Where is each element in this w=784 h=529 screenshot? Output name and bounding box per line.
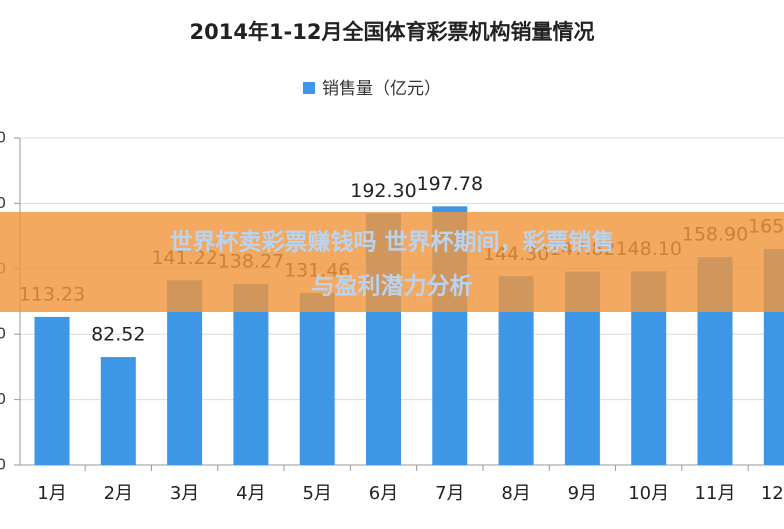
data-label: 82.52 — [91, 324, 145, 346]
x-tick-label: 7月 — [435, 483, 464, 504]
y-tick-label: 250 — [0, 129, 6, 147]
x-tick-label: 3月 — [170, 483, 199, 504]
y-tick-label: 0 — [0, 456, 6, 474]
x-tick-label: 11月 — [695, 483, 736, 504]
legend-label: 销售量（亿元） — [322, 79, 441, 99]
x-tick-label: 9月 — [568, 483, 597, 504]
data-label: 192.30 — [350, 180, 416, 202]
banner-background — [0, 212, 784, 312]
legend-swatch — [303, 82, 315, 94]
banner-line: 世界杯卖彩票赚钱吗 世界杯期间，彩票销售 — [169, 229, 614, 256]
x-tick-label: 8月 — [501, 483, 530, 504]
x-tick-label: 10月 — [628, 483, 669, 504]
banner: 世界杯卖彩票赚钱吗 世界杯期间，彩票销售 与盈利潜力分析 — [0, 212, 784, 312]
data-label: 197.78 — [417, 173, 483, 195]
bar — [233, 284, 269, 465]
bar — [299, 293, 335, 465]
bar — [100, 357, 136, 465]
x-tick-label: 4月 — [236, 483, 265, 504]
chart-title: 2014年1-12月全国体育彩票机构销量情况 — [190, 20, 595, 44]
x-tick-label: 2月 — [104, 483, 133, 504]
y-tick-label: 50 — [0, 390, 6, 408]
y-tick-label: 200 — [0, 194, 6, 212]
x-tick-label: 6月 — [369, 483, 398, 504]
y-tick-label: 100 — [0, 325, 6, 343]
x-tick-label: 5月 — [302, 483, 331, 504]
bar — [34, 316, 70, 465]
banner-line: 与盈利潜力分析 — [312, 274, 473, 300]
x-tick-label: 1月 — [37, 483, 66, 504]
x-tick-label: 12月 — [761, 483, 784, 504]
